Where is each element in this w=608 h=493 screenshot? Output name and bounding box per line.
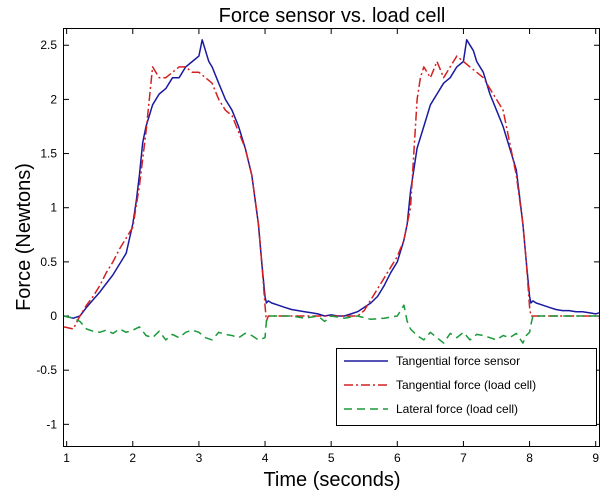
axis-ticks [64, 29, 599, 446]
series-line-3 [63, 304, 599, 344]
y-tick-label: 1.5 [40, 147, 57, 161]
legend-label-1: Tangential force sensor [396, 354, 520, 368]
chart-title: Force sensor vs. load cell [219, 5, 446, 27]
y-tick-label: 2.5 [40, 38, 57, 52]
x-tick-label: 9 [592, 451, 599, 465]
x-tick-label: 6 [394, 451, 401, 465]
x-tick-label: 3 [196, 451, 203, 465]
x-axis-label: Time (seconds) [263, 469, 400, 491]
x-tick-label: 1 [63, 451, 70, 465]
x-tick-label: 8 [526, 451, 533, 465]
x-tick-label: 5 [328, 451, 335, 465]
y-tick-label: 1 [50, 201, 57, 215]
y-tick-label: 0.5 [40, 255, 57, 269]
tick-labels: 1 2 3 4 5 6 7 8 9 -1 -0.5 0 0.5 1 1.5 2 2.5 [36, 38, 599, 465]
y-axis-label: Force (Newtons) [13, 163, 35, 311]
legend-label-2: Tangential force (load cell) [396, 378, 536, 392]
x-tick-label: 4 [262, 451, 269, 465]
series-line-2 [63, 55, 600, 330]
y-tick-label: 2 [50, 92, 57, 106]
y-tick-label: -0.5 [36, 363, 57, 377]
legend: Tangential force sensor Tangential force … [336, 348, 597, 426]
x-tick-label: 7 [460, 451, 467, 465]
series-lines [63, 39, 600, 344]
legend-label-3: Lateral force (load cell) [396, 402, 518, 416]
y-tick-label: -1 [46, 417, 57, 431]
y-tick-label: 0 [50, 309, 57, 323]
x-tick-label: 2 [129, 451, 136, 465]
